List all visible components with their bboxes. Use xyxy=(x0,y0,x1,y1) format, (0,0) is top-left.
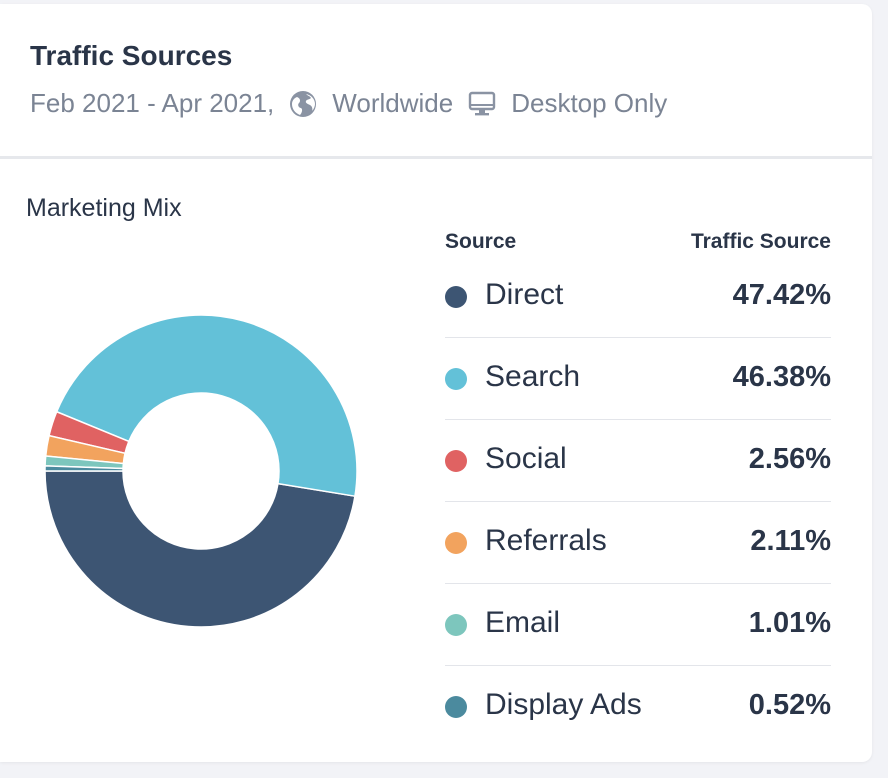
table-row: Display Ads 0.52% xyxy=(445,666,831,748)
device-label: Desktop Only xyxy=(511,88,668,118)
card-subtitle: Feb 2021 - Apr 2021, Worldwide Desktop O… xyxy=(30,88,667,119)
card-header: Traffic Sources Feb 2021 - Apr 2021, Wor… xyxy=(0,4,872,156)
chart-title: Marketing Mix xyxy=(26,194,182,222)
column-header-source: Source xyxy=(445,230,517,253)
table-row: Search 46.38% xyxy=(445,338,831,420)
donut-slice-display-ads[interactable] xyxy=(44,465,124,472)
source-label: Referrals xyxy=(485,524,607,557)
source-label: Display Ads xyxy=(485,688,642,721)
source-label: Email xyxy=(485,606,561,639)
source-value: 2.11% xyxy=(750,525,831,557)
region-label: Worldwide xyxy=(332,88,454,118)
column-header-traffic: Traffic Source xyxy=(690,230,831,253)
traffic-table: Source Traffic Source Direct 47.42% Search… xyxy=(445,226,831,721)
traffic-sources-card: Traffic Sources Feb 2021 - Apr 2021, Wor… xyxy=(0,4,872,762)
legend-dot xyxy=(445,286,467,308)
globe-icon xyxy=(288,89,318,119)
table-header: Source Traffic Source xyxy=(445,226,831,256)
source-value: 47.42% xyxy=(732,279,831,311)
table-row: Direct 47.42% xyxy=(445,256,831,338)
legend-dot xyxy=(445,368,467,390)
legend-dot xyxy=(445,450,467,472)
source-value: 0.52% xyxy=(748,689,831,721)
desktop-icon xyxy=(467,89,497,119)
donut-slice-search[interactable] xyxy=(55,314,358,498)
legend-dot xyxy=(445,614,467,636)
source-label: Direct xyxy=(485,278,564,311)
header-divider xyxy=(0,156,872,159)
table-rows: Direct 47.42% Search 46.38% Social 2.56% Refer… xyxy=(445,256,831,748)
source-value: 2.56% xyxy=(748,443,831,475)
donut-slice-direct[interactable] xyxy=(44,470,356,628)
donut-chart xyxy=(44,314,358,628)
table-row: Referrals 2.11% xyxy=(445,502,831,584)
source-value: 46.38% xyxy=(732,361,831,393)
source-label: Search xyxy=(485,360,581,393)
source-label: Social xyxy=(485,442,567,475)
source-value: 1.01% xyxy=(748,607,831,639)
card-title: Traffic Sources xyxy=(30,40,233,71)
legend-dot xyxy=(445,696,467,718)
table-row: Social 2.56% xyxy=(445,420,831,502)
table-row: Email 1.01% xyxy=(445,584,831,666)
date-range: Feb 2021 - Apr 2021, xyxy=(30,88,275,118)
legend-dot xyxy=(445,532,467,554)
